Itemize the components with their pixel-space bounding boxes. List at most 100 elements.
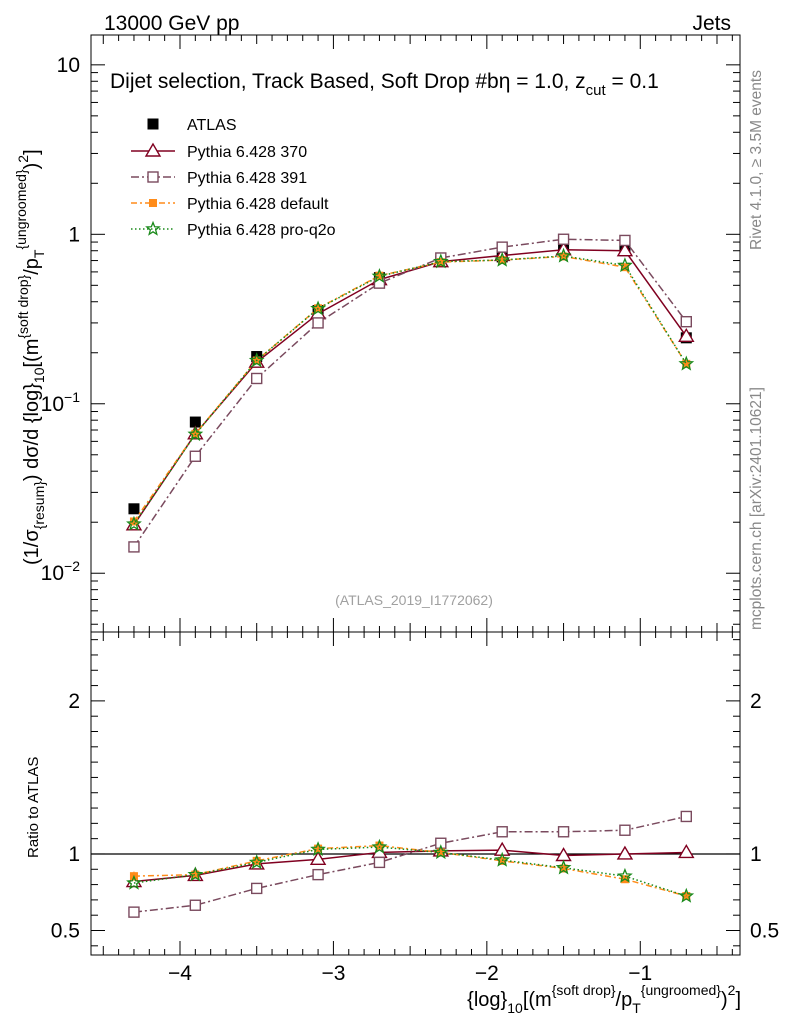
legend-item-default: Pythia 6.428 default: [131, 196, 329, 213]
process-label: Jets: [692, 12, 731, 35]
point-pythia-6-428-pro-q2o-7: [555, 859, 572, 875]
main-series-pythia-6-428-370: [125, 241, 695, 531]
point-pythia-6-428-pro-q2o-5: [432, 844, 449, 860]
point-pythia-6-428-pro-q2o-1: [187, 426, 204, 442]
point-pythia-6-428-391-8: [619, 234, 631, 247]
point-pythia-6-428-default-9: [682, 892, 691, 901]
series-line-pythia-6-428-370: [133, 849, 687, 883]
point-pythia-6-428-pro-q2o-3: [310, 300, 326, 316]
point-pythia-6-428-370-9: [678, 844, 695, 859]
ratio-y-tick-label-left-0: 0.5: [51, 920, 80, 943]
x-axis-label: {log}10[(m{soft drop}/pT{ungroomed})2]: [467, 982, 741, 1016]
legend-symbol-1: [144, 142, 162, 157]
series-line-pythia-6-428-391: [133, 815, 687, 913]
point-pythia-6-428-default-3: [314, 844, 323, 853]
legend-marker-3: [131, 199, 175, 207]
legend-label-370: Pythia 6.428 370: [187, 144, 307, 161]
point-pythia-6-428-pro-q2o-4: [371, 838, 388, 854]
main-series-pythia-6-428-391: [128, 233, 693, 553]
atlas-point-1: [189, 416, 201, 428]
mcplots-label: mcplots.cern.ch [arXiv:2401.10621]: [748, 387, 765, 630]
legend-marker-1: [131, 142, 175, 157]
ratio-y-tick-label-right-0: 0.5: [750, 920, 779, 943]
point-pythia-6-428-391-1: [189, 450, 202, 462]
main-series: [125, 233, 695, 553]
main-y-tick-labels: 10−2 10−1 1 10: [41, 54, 81, 585]
point-pythia-6-428-370-3: [309, 850, 327, 866]
point-pythia-6-428-default-4: [375, 271, 384, 280]
legend-item-391: Pythia 6.428 391: [131, 170, 307, 187]
point-pythia-6-428-391-8: [619, 824, 631, 836]
legend-item-370: Pythia 6.428 370: [131, 142, 307, 161]
main-y-tick-label-0: 10−2: [41, 558, 81, 585]
point-pythia-6-428-391-3: [312, 868, 324, 881]
point-pythia-6-428-pro-q2o-6: [494, 851, 511, 867]
series-line-pythia-6-428-default: [133, 844, 687, 897]
point-pythia-6-428-default-7: [559, 864, 568, 873]
main-series-atlas: [128, 243, 692, 515]
ratio-ticks: [91, 639, 740, 947]
legend-label-pro-q2o: Pythia 6.428 pro-q2o: [187, 222, 336, 239]
main-series-pythia-6-428-default: [129, 252, 691, 526]
point-pythia-6-428-391-5: [435, 837, 447, 849]
point-pythia-6-428-370-9: [678, 327, 695, 343]
ratio-series: [125, 810, 695, 918]
main-ticks: [91, 35, 740, 955]
point-pythia-6-428-370-8: [616, 242, 634, 257]
point-pythia-6-428-pro-q2o-7: [555, 247, 572, 263]
point-pythia-6-428-default-4: [375, 841, 384, 850]
x-tick-label-3: −1: [628, 962, 652, 985]
legend-marker-2: [131, 171, 175, 183]
main-y-axis-label: (1/σ{resum}) dσ/d {log}10[(m{soft drop}/…: [13, 149, 47, 565]
chart-title: Dijet selection, Track Based, Soft Drop …: [110, 70, 659, 99]
legend-label-391: Pythia 6.428 391: [187, 170, 307, 187]
point-pythia-6-428-pro-q2o-9: [678, 355, 695, 371]
point-pythia-6-428-391-6: [496, 241, 508, 253]
ratio-y-tick-labels: 0.5 0.5 1 1 2 2: [51, 690, 779, 943]
main-series-pythia-6-428-pro-q2o: [126, 247, 695, 531]
point-pythia-6-428-default-8: [620, 263, 629, 272]
ratio-frame: [90, 631, 741, 956]
point-pythia-6-428-default-6: [498, 856, 507, 865]
point-pythia-6-428-pro-q2o-6: [494, 251, 511, 267]
series-line-pythia-6-428-391: [133, 238, 687, 548]
point-pythia-6-428-pro-q2o-8: [617, 867, 633, 883]
analysis-tag: (ATLAS_2019_I1772062): [335, 592, 493, 608]
point-pythia-6-428-pro-q2o-2: [248, 854, 265, 870]
point-pythia-6-428-pro-q2o-0: [126, 874, 142, 890]
point-pythia-6-428-391-4: [373, 856, 386, 869]
ratio-series-pythia-6-428-370: [125, 841, 695, 888]
ratio-panel: 0.5 0.5 1 1 2 2 −4 −3 −2 −1 Ratio to ATLAS {log}…: [25, 631, 779, 1016]
rivet-version-label: Rivet 4.1.0, ≥ 3.5M events: [748, 70, 765, 250]
x-tick-label-2: −2: [475, 962, 499, 985]
point-pythia-6-428-391-0: [128, 541, 140, 553]
x-tick-label-1: −3: [321, 962, 345, 985]
main-y-tick-label-1: 10−1: [41, 389, 81, 416]
ratio-y-tick-label-left-1: 1: [68, 843, 80, 866]
legend-item-pro-q2o: Pythia 6.428 pro-q2o: [131, 220, 336, 239]
point-pythia-6-428-default-0: [129, 517, 138, 526]
ratio-series-pythia-6-428-391: [128, 810, 693, 918]
legend-item-atlas: ATLAS: [147, 117, 237, 134]
point-pythia-6-428-pro-q2o-2: [248, 352, 265, 368]
x-tick-labels: −4 −3 −2 −1: [168, 962, 652, 985]
legend-symbol-3: [149, 199, 157, 207]
main-y-tick-label-2: 1: [68, 223, 80, 246]
point-pythia-6-428-pro-q2o-8: [617, 257, 633, 273]
energy-label: 13000 GeV pp: [104, 12, 239, 35]
main-panel: 10−2 10−1 1 10 Dijet selection, Track Based…: [13, 34, 741, 955]
series-line-pythia-6-428-default: [133, 255, 687, 522]
point-pythia-6-428-pro-q2o-5: [432, 253, 449, 269]
ratio-series-pythia-6-428-pro-q2o: [126, 838, 695, 903]
legend-marker-0: [147, 118, 159, 130]
legend-symbol-2: [147, 171, 159, 183]
legend: ATLAS Pythia 6.428 370 Pythia 6.428 391 …: [131, 117, 336, 239]
point-pythia-6-428-391-2: [251, 882, 263, 895]
point-pythia-6-428-391-1: [189, 899, 202, 911]
point-pythia-6-428-pro-q2o-1: [187, 866, 204, 882]
point-pythia-6-428-pro-q2o-4: [371, 268, 388, 284]
point-pythia-6-428-391-2: [251, 372, 263, 385]
series-line-pythia-6-428-370: [133, 249, 687, 526]
ratio-y-tick-label-right-1: 1: [750, 843, 762, 866]
